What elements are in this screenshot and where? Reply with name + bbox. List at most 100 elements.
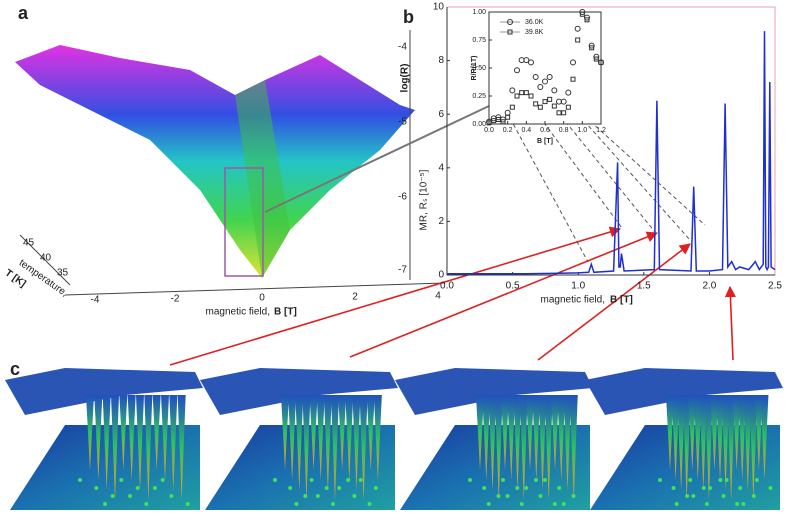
y-tick-label: 8	[438, 55, 444, 66]
spike	[569, 395, 578, 500]
spike	[699, 395, 708, 490]
spike	[161, 395, 169, 480]
t-tick-label: 45	[23, 238, 35, 249]
axes-3d	[19, 30, 446, 296]
spike	[331, 395, 339, 500]
x-tick-label: 1.0	[571, 281, 585, 292]
spot	[561, 502, 566, 506]
spike	[526, 395, 534, 470]
x-tick-label: 1.5	[637, 281, 651, 292]
spike	[295, 395, 304, 490]
y-tick-label: 0.75	[472, 37, 486, 44]
spike	[754, 395, 763, 470]
spike	[557, 395, 566, 480]
surface-3d	[15, 45, 415, 278]
marker-square	[598, 59, 604, 65]
marker-circle	[532, 73, 539, 80]
marker-square	[514, 93, 520, 99]
marker-circle	[551, 87, 558, 94]
spike	[513, 395, 522, 490]
x-tick-label: 0.0	[484, 127, 494, 134]
spike	[359, 395, 368, 500]
spot	[658, 478, 662, 482]
x-axis-label-bold: B [T]	[274, 307, 297, 318]
spot	[524, 486, 529, 490]
spot	[741, 502, 746, 506]
spot	[718, 478, 723, 482]
spot	[543, 478, 547, 482]
x-tick-label: 0.0	[440, 281, 454, 292]
spot	[571, 494, 576, 498]
spike	[152, 395, 161, 470]
spike	[688, 395, 697, 470]
spot	[724, 478, 729, 482]
y-tick-label: 0.00	[472, 121, 486, 128]
spot	[505, 494, 510, 498]
t-tick-label: 40	[40, 253, 52, 264]
spike	[721, 395, 730, 490]
marker-square	[500, 119, 506, 125]
top-surface	[5, 368, 203, 415]
x-axis-label: magnetic field,	[206, 307, 270, 318]
x-tick-label: 1.0	[577, 127, 587, 134]
spot	[688, 478, 693, 482]
marker-square	[505, 114, 511, 120]
x-tick-label: -2	[171, 294, 180, 305]
marker-circle	[542, 78, 548, 85]
marker-square	[519, 90, 525, 96]
marker-square	[561, 110, 567, 116]
spike	[519, 395, 528, 500]
spike	[743, 395, 752, 490]
marker-square	[593, 56, 599, 62]
spike	[169, 395, 178, 490]
spike	[338, 395, 347, 470]
spike	[749, 395, 758, 500]
floor	[10, 425, 200, 510]
spike	[710, 395, 719, 470]
spike	[309, 395, 318, 470]
top-surface	[395, 368, 593, 415]
legend-label: 36.0K	[525, 19, 544, 26]
spike	[323, 395, 332, 490]
spike	[86, 395, 94, 470]
spot	[468, 478, 472, 482]
marker-circle	[565, 89, 572, 96]
spot	[685, 494, 690, 498]
marker-circle	[509, 87, 516, 94]
spot	[751, 494, 756, 498]
spot	[103, 502, 107, 506]
x-tick-label: 4	[435, 291, 441, 302]
spike	[716, 395, 724, 480]
spot	[169, 494, 174, 498]
y-tick-label: 0	[438, 270, 444, 281]
spike	[316, 395, 325, 480]
spot	[671, 486, 676, 490]
marker-circle	[574, 25, 581, 32]
x-tick-label: 1.2	[596, 127, 606, 134]
spike	[727, 395, 736, 500]
spot	[557, 486, 562, 490]
spot	[153, 486, 157, 490]
x-axis-label-bold: B [T]	[610, 295, 633, 306]
spike	[488, 395, 497, 490]
z-tick-label: -7	[398, 265, 407, 276]
spike	[94, 395, 103, 480]
x-tick-label: 0.2	[503, 127, 513, 134]
top-surface	[585, 368, 783, 415]
marker-square	[523, 90, 529, 96]
spike	[760, 395, 769, 480]
spike	[682, 395, 691, 500]
z-tick-label: -4	[398, 42, 407, 53]
marker-square	[556, 110, 562, 116]
x-tick-label: 0.5	[506, 281, 520, 292]
spot	[303, 494, 308, 498]
inset-bg	[488, 11, 602, 125]
spot	[515, 486, 520, 490]
spot	[144, 502, 149, 506]
marker-square	[542, 99, 548, 105]
spot	[346, 478, 351, 482]
spot	[708, 486, 712, 490]
marker-square	[584, 17, 590, 23]
spot	[128, 494, 132, 498]
